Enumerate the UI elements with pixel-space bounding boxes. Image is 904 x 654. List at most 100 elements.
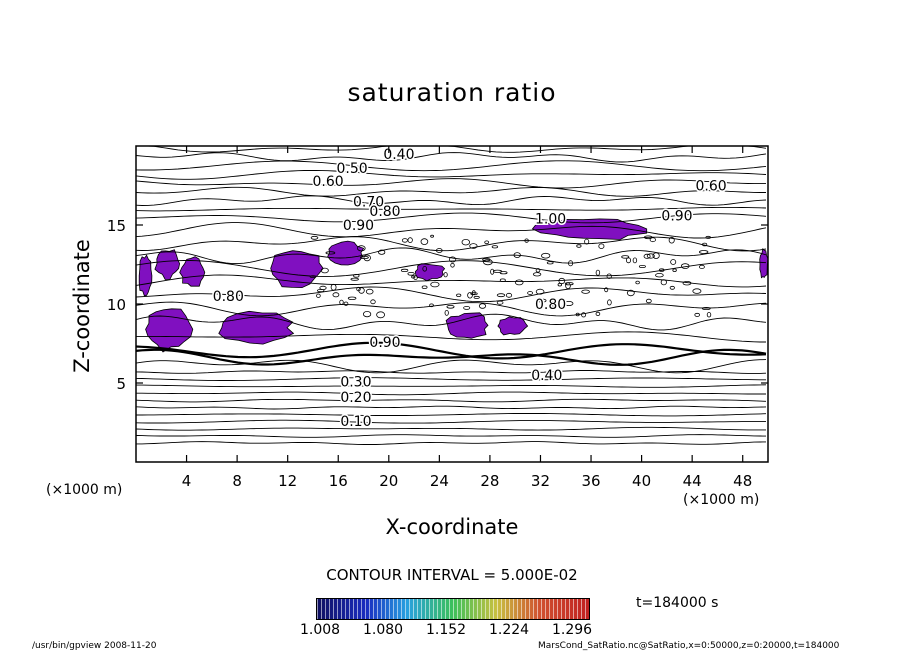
colorbar-tick-pattern bbox=[317, 599, 589, 619]
contour-ring bbox=[514, 279, 524, 286]
contour-label: 0.80 bbox=[213, 289, 244, 305]
supersaturation-region bbox=[445, 312, 489, 339]
supersaturation-region bbox=[179, 256, 206, 287]
contour-ring bbox=[446, 304, 455, 309]
contour-line bbox=[135, 301, 767, 317]
contour-ring bbox=[420, 238, 429, 245]
contour-line bbox=[135, 170, 767, 180]
contour-ring bbox=[541, 252, 551, 259]
contour-label: 0.40 bbox=[383, 147, 414, 163]
x-tick-label: 44 bbox=[683, 472, 702, 490]
colorbar-tick-label: 1.224 bbox=[489, 622, 530, 638]
x-tick-label: 48 bbox=[733, 472, 752, 490]
contour-ring bbox=[430, 234, 435, 238]
x-tick-label: 28 bbox=[480, 472, 499, 490]
colorbar-tick-label: 1.008 bbox=[300, 622, 341, 638]
contour-ring bbox=[400, 268, 409, 272]
contour-label: 0.90 bbox=[343, 218, 374, 234]
contour-line bbox=[135, 160, 767, 172]
contour-interval-text: CONTOUR INTERVAL = 5.000E-02 bbox=[326, 566, 578, 584]
contour-ring bbox=[558, 277, 566, 285]
contour-ring bbox=[645, 298, 652, 304]
contour-line bbox=[135, 341, 767, 360]
contour-ring bbox=[652, 252, 660, 259]
y-tick-label: 15 bbox=[107, 217, 126, 235]
contour-ring bbox=[339, 299, 344, 305]
contour-ring bbox=[461, 238, 470, 246]
contour-ring bbox=[319, 285, 327, 290]
contour-ring bbox=[621, 255, 630, 259]
contour-ring bbox=[463, 305, 471, 310]
contour-line bbox=[135, 377, 766, 381]
contour-label: 0.90 bbox=[661, 209, 692, 225]
contour-ring bbox=[422, 265, 428, 272]
contour-line bbox=[135, 206, 767, 212]
contour-ring bbox=[672, 268, 677, 272]
contour-ring bbox=[401, 238, 408, 243]
contour-ring bbox=[532, 272, 542, 277]
colorbar-tick-label: 1.296 bbox=[552, 622, 593, 638]
contour-line bbox=[136, 145, 767, 153]
contour-ring bbox=[310, 235, 319, 240]
contour-lines-layer bbox=[135, 145, 767, 445]
contour-ring bbox=[561, 305, 566, 310]
contour-ring bbox=[347, 296, 357, 300]
contour-ring bbox=[643, 253, 651, 259]
supersaturation-region bbox=[154, 249, 181, 280]
contour-ring bbox=[376, 311, 386, 319]
contour-ring bbox=[325, 251, 336, 255]
contour-line bbox=[135, 178, 766, 189]
contour-ring bbox=[413, 275, 418, 281]
contour-ring bbox=[378, 249, 386, 255]
contour-ring bbox=[490, 268, 495, 275]
footer-left: /usr/bin/gpview 2008-11-20 bbox=[32, 641, 157, 651]
x-axis: 4 8 12 16 20 24 28 32 36 40 44 48 bbox=[182, 146, 752, 490]
contour-ring bbox=[638, 264, 646, 268]
contour-ring bbox=[694, 312, 700, 317]
contour-label: 0.60 bbox=[696, 179, 727, 195]
contour-ring bbox=[626, 257, 632, 264]
contour-ring bbox=[309, 275, 317, 279]
contour-ring bbox=[546, 261, 554, 265]
contour-ring bbox=[365, 288, 374, 295]
contour-ring bbox=[568, 260, 574, 267]
contour-ring bbox=[316, 293, 321, 298]
contour-ring bbox=[332, 292, 340, 298]
supersaturation-region bbox=[327, 240, 365, 266]
contour-ring bbox=[450, 262, 455, 268]
contour-ring bbox=[660, 279, 667, 286]
contour-label: 0.70 bbox=[353, 194, 384, 210]
supersaturation-region bbox=[759, 247, 769, 279]
contour-line bbox=[136, 413, 767, 417]
contour-line bbox=[136, 384, 767, 388]
x-axis-label: X-coordinate bbox=[385, 515, 519, 539]
contour-ring bbox=[692, 288, 702, 294]
contour-ring bbox=[320, 267, 329, 274]
time-label: t=184000 s bbox=[636, 595, 719, 611]
contour-line bbox=[135, 434, 767, 438]
contour-ring bbox=[604, 287, 609, 293]
contour-ring bbox=[535, 268, 541, 273]
contour-ring bbox=[482, 258, 491, 262]
contour-line bbox=[135, 348, 767, 366]
contour-ring bbox=[595, 311, 601, 316]
contour-ring bbox=[505, 292, 513, 298]
supersaturation-region bbox=[497, 316, 529, 336]
contour-ring bbox=[564, 282, 574, 286]
contour-line bbox=[135, 152, 767, 163]
x-tick-label: 16 bbox=[329, 472, 348, 490]
contour-label: 0.60 bbox=[313, 174, 344, 190]
contour-ring bbox=[669, 285, 675, 290]
contour-ring bbox=[362, 310, 372, 318]
contour-line bbox=[135, 186, 766, 197]
x-tick-label: 20 bbox=[379, 472, 398, 490]
y-tick-label: 5 bbox=[116, 375, 126, 393]
contour-ring bbox=[407, 237, 413, 243]
x-tick-label: 4 bbox=[182, 472, 192, 490]
contour-line bbox=[135, 313, 767, 331]
contour-ring bbox=[483, 258, 493, 266]
contour-ring bbox=[535, 288, 545, 295]
contour-ring bbox=[598, 243, 605, 249]
contour-line bbox=[135, 398, 767, 403]
contour-ring bbox=[444, 309, 449, 316]
